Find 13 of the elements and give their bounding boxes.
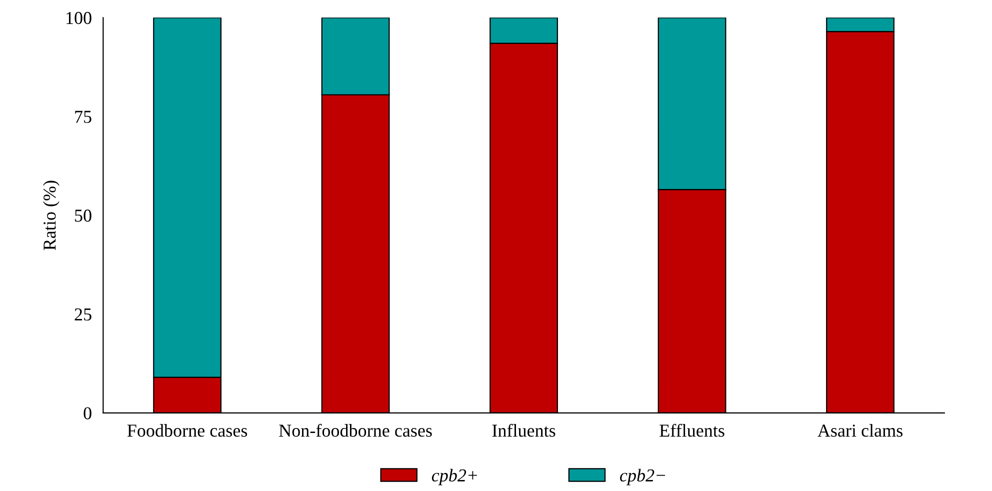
x-tick-label: Non-foodborne cases: [279, 424, 432, 437]
x-tick-label: Influents: [492, 424, 556, 437]
y-tick-label: 0: [84, 407, 92, 420]
y-tick-label: 50: [75, 210, 92, 222]
y-tick-label: 25: [74, 308, 92, 321]
x-tick-label: Foodborne cases: [127, 424, 248, 437]
y-tick-label: 75: [75, 110, 92, 123]
legend-label: cpb2−: [620, 468, 666, 486]
y-axis-title: Ratio (%): [43, 180, 60, 250]
x-tick-label: Asari clams: [818, 424, 902, 437]
y-tick-label: 100: [66, 12, 92, 24]
legend-label: cpb2+: [432, 468, 477, 486]
x-tick-label: Effluents: [660, 424, 724, 437]
